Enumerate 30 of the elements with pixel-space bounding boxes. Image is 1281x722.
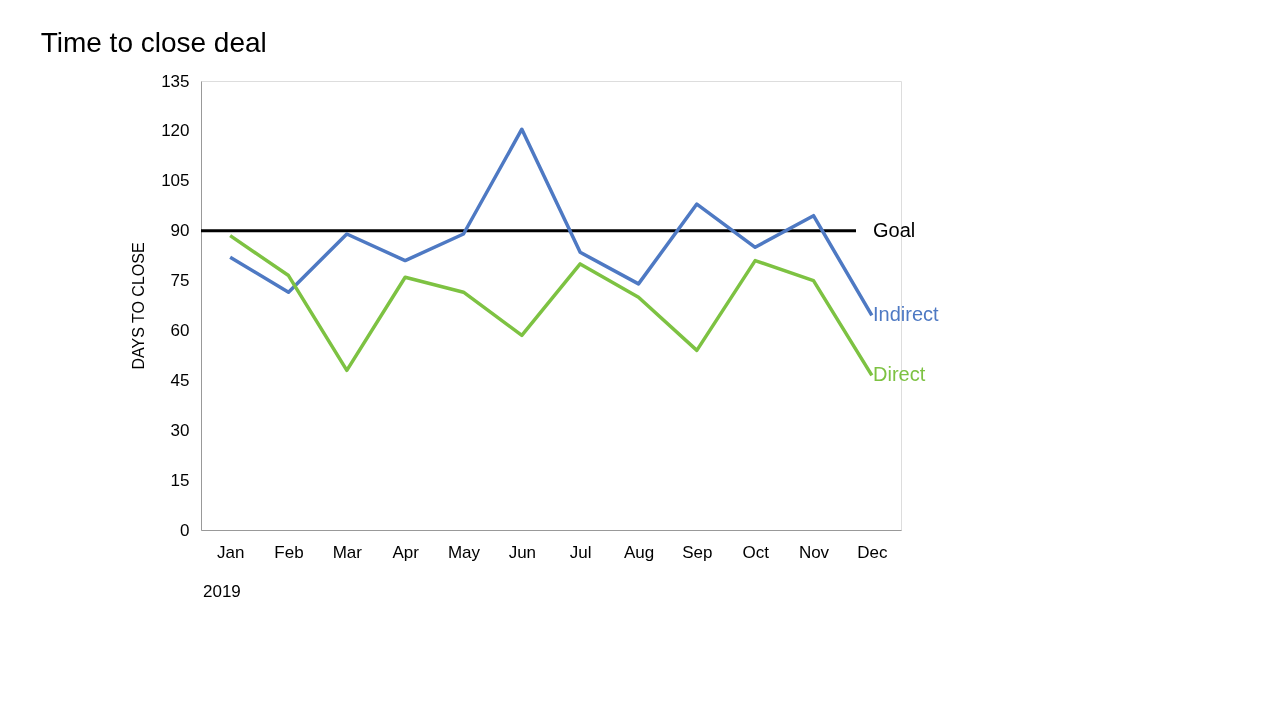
y-tick-label: 105 [161,171,190,191]
x-tick-label: Oct [742,542,770,562]
x-tick-label: Sep [682,542,713,562]
y-axis-title: DAYS TO CLOSE [130,242,148,370]
x-tick-label: Jan [216,542,245,562]
y-tick-label: 45 [170,370,190,390]
y-tick-label: 30 [170,420,190,440]
chart-title: Time to close deal [40,27,267,58]
ref-line-label: Goal [873,218,916,241]
line-series [228,233,874,378]
line-series [228,127,874,318]
y-tick-label: 135 [161,71,190,91]
y-tick-label: 0 [180,520,190,540]
y-tick-label: 15 [170,470,190,490]
x-tick-label: Nov [798,542,830,562]
y-tick-label: 60 [170,320,190,340]
x-tick-label: May [447,542,481,562]
x-tick-label: Aug [623,542,655,562]
x-tick-label: Jun [508,542,537,562]
y-tick-label: 90 [170,221,190,241]
x-tick-label: Mar [332,542,363,562]
x-tick-label: Dec [857,542,888,562]
text: 2019 [203,582,241,601]
x-tick-label: Apr [392,542,420,562]
x-tick-label: Jul [569,542,592,562]
x-tick-label: Feb [274,542,304,562]
series-label: Indirect [873,303,940,326]
y-tick-label: 75 [170,271,190,291]
y-tick-label: 120 [161,121,190,141]
series-label: Direct [873,363,926,386]
